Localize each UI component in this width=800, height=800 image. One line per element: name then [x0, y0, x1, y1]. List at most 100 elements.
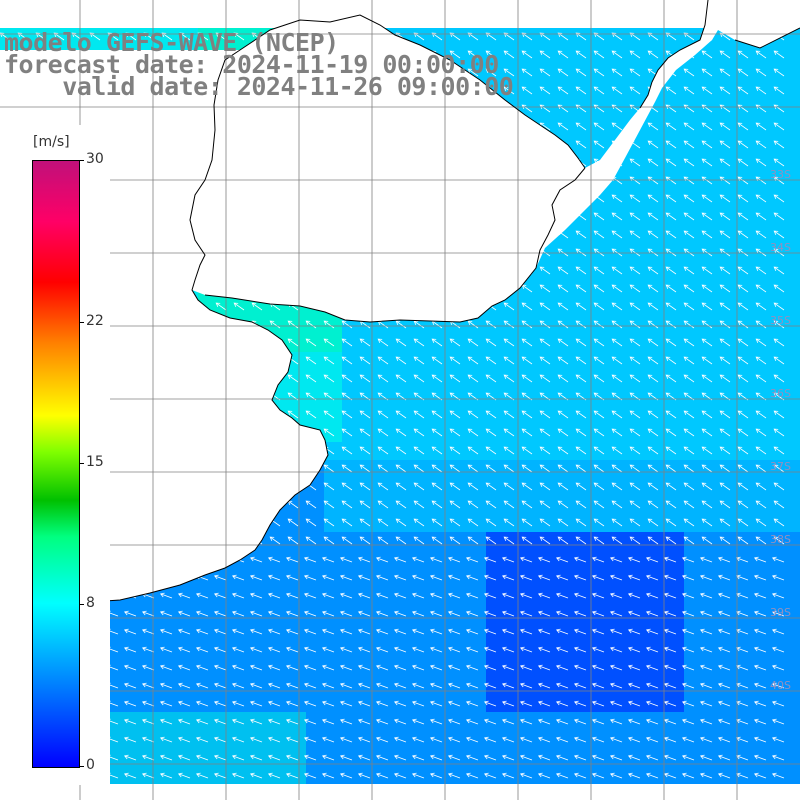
speed-cell — [342, 442, 360, 460]
wind-arrow — [321, 664, 335, 671]
speed-cell — [126, 694, 144, 712]
wind-arrow — [393, 736, 407, 743]
speed-cell — [738, 352, 756, 370]
wind-arrow — [377, 536, 389, 545]
speed-cell — [612, 172, 630, 190]
wind-arrow — [575, 86, 587, 95]
wind-arrow — [159, 682, 173, 689]
speed-cell — [486, 676, 504, 694]
wind-arrow — [213, 664, 227, 671]
wind-arrow — [395, 356, 407, 365]
wind-arrow — [539, 500, 551, 509]
wind-arrow — [321, 646, 335, 653]
wind-arrow — [755, 212, 767, 221]
speed-cell — [198, 586, 216, 604]
wind-arrow — [627, 556, 641, 563]
speed-cell — [288, 604, 306, 622]
wind-arrow — [159, 610, 173, 617]
wind-arrow — [339, 772, 353, 779]
wind-arrow — [629, 266, 641, 275]
wind-arrow — [357, 754, 371, 761]
wind-arrow — [339, 592, 353, 599]
speed-cell — [630, 352, 648, 370]
wind-arrow — [557, 248, 569, 257]
wind-arrow — [465, 736, 479, 743]
wind-arrow — [339, 664, 353, 671]
speed-cell — [720, 406, 738, 424]
wind-arrow — [231, 700, 245, 707]
colorbar-tick-label: 0 — [86, 757, 95, 773]
speed-cell — [702, 226, 720, 244]
speed-cell — [378, 748, 396, 766]
wind-arrow — [645, 700, 659, 707]
speed-cell — [576, 406, 594, 424]
speed-cell — [558, 406, 576, 424]
map-title: modelo GEFS-WAVE (NCEP) — [4, 28, 339, 57]
wind-arrow — [575, 356, 587, 365]
speed-cell — [576, 82, 594, 100]
wind-arrow — [719, 500, 731, 509]
wind-arrow — [159, 718, 173, 725]
wind-arrow — [573, 772, 587, 779]
wind-arrow — [575, 482, 587, 491]
wind-arrow — [195, 592, 209, 599]
wind-arrow — [503, 446, 515, 455]
wind-arrow — [755, 122, 767, 131]
speed-cell — [252, 586, 270, 604]
wind-arrow — [231, 610, 245, 617]
wind-arrow — [429, 610, 443, 617]
wind-arrow — [395, 482, 407, 491]
wind-arrow — [341, 446, 353, 455]
speed-cell — [792, 100, 800, 118]
speed-cell — [792, 352, 800, 370]
wind-arrow — [285, 736, 299, 743]
wind-arrow — [431, 464, 443, 473]
speed-cell — [666, 352, 684, 370]
speed-cell — [792, 748, 800, 766]
wind-arrow — [537, 574, 551, 581]
wind-arrow — [539, 482, 551, 491]
wind-arrow — [663, 754, 677, 761]
wind-arrow — [593, 140, 605, 149]
wind-arrow — [285, 700, 299, 707]
wind-arrow — [539, 284, 551, 293]
speed-cell — [432, 568, 450, 586]
wind-arrow — [719, 122, 731, 131]
speed-cell — [180, 622, 198, 640]
speed-cell — [630, 334, 648, 352]
wind-arrow — [447, 682, 461, 689]
speed-cell — [720, 568, 738, 586]
wind-arrow — [323, 338, 335, 347]
wind-arrow — [483, 754, 497, 761]
speed-cell — [468, 388, 486, 406]
speed-cell — [666, 568, 684, 586]
wind-arrow — [503, 464, 515, 473]
wind-arrow — [647, 230, 659, 239]
wind-arrow — [375, 754, 389, 761]
forecast-date: forecast date: 2024-11-19 00:00:00 — [4, 50, 499, 79]
wind-arrow — [359, 374, 371, 383]
wind-arrow — [665, 284, 677, 293]
speed-cell — [522, 460, 540, 478]
wind-arrow — [755, 68, 767, 77]
wind-arrow — [377, 338, 389, 347]
wind-arrow — [737, 284, 749, 293]
speed-cell — [684, 442, 702, 460]
speed-cell — [468, 748, 486, 766]
speed-cell — [738, 298, 756, 316]
speed-cell — [630, 172, 648, 190]
speed-cell — [504, 424, 522, 442]
speed-cell — [468, 406, 486, 424]
wind-arrow — [323, 464, 335, 473]
speed-cell — [126, 604, 144, 622]
wind-arrow — [447, 592, 461, 599]
speed-cell — [702, 730, 720, 748]
speed-cell — [756, 550, 774, 568]
speed-cell — [756, 424, 774, 442]
wind-arrow — [249, 718, 263, 725]
speed-cell — [756, 298, 774, 316]
speed-cell — [360, 478, 378, 496]
wind-arrow — [521, 374, 533, 383]
speed-cell — [252, 730, 270, 748]
